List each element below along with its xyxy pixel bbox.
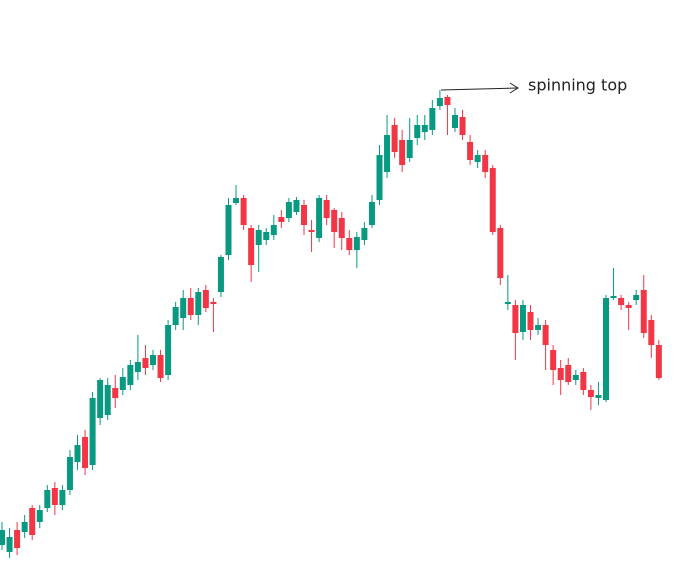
candle-body [308, 230, 315, 232]
candle-body [550, 350, 557, 370]
candle-body [497, 228, 504, 278]
candle-body [97, 380, 104, 418]
candle-body [51, 488, 58, 505]
candle-body [293, 200, 300, 212]
candle-body [36, 510, 43, 522]
candle-body [248, 228, 255, 265]
candle-body [406, 140, 413, 158]
candle-body [44, 490, 51, 508]
candle-body [452, 115, 458, 128]
candle-body [187, 298, 194, 315]
candle-body [618, 298, 625, 305]
candle-body [59, 490, 66, 505]
candle-body [74, 445, 81, 462]
candle-body [14, 530, 21, 548]
candle-body [580, 372, 587, 390]
annotation-arrowhead [509, 82, 519, 94]
candle-body [625, 305, 632, 308]
candle-body [565, 365, 572, 382]
candle-body [421, 125, 428, 132]
candle-body [270, 225, 277, 235]
candle-body [195, 292, 202, 315]
candle-body [0, 530, 5, 545]
candle-body [331, 210, 338, 232]
candle-body [278, 217, 285, 222]
candle-body [157, 355, 164, 378]
candle-body [648, 320, 655, 345]
candle-body [134, 362, 141, 372]
candle-body [542, 325, 549, 345]
candle-body [172, 307, 179, 325]
candle-body [436, 98, 443, 106]
candle-body [482, 155, 489, 172]
candle-body [21, 522, 28, 532]
candle-body [233, 198, 240, 203]
candle-body [519, 305, 526, 332]
candle-body [595, 395, 602, 398]
candle-body [104, 385, 111, 415]
candle-body [112, 388, 119, 398]
candle-body [610, 296, 617, 298]
candle-body [285, 202, 292, 218]
candle-body [301, 205, 307, 225]
candle-body [255, 230, 262, 245]
candle-body [640, 290, 647, 333]
candle-body [655, 345, 662, 378]
candle-body [353, 237, 360, 250]
candle-body [429, 108, 436, 130]
candle-body [474, 155, 481, 162]
annotation: spinning top [528, 76, 627, 95]
candle-body [414, 125, 421, 138]
candle-body [633, 295, 640, 300]
candle-body [316, 198, 323, 238]
candle-body [119, 377, 126, 390]
candle-body [527, 312, 534, 330]
candle-body [376, 155, 383, 200]
candle-body [323, 200, 330, 218]
candle-body [512, 305, 519, 333]
candle-body [572, 375, 579, 380]
candle-body [557, 368, 564, 380]
candle-body [368, 202, 375, 225]
candle-body [338, 218, 345, 238]
candle-body [361, 228, 368, 240]
candle-body [346, 238, 353, 250]
candle-body [165, 325, 172, 375]
candle-body [467, 142, 474, 160]
candle-body [535, 325, 542, 330]
candle-body [202, 290, 209, 308]
candle-body [240, 198, 247, 225]
candle-body [587, 390, 594, 397]
candle-body [82, 437, 89, 468]
candle-body [391, 125, 398, 152]
candle-body [504, 302, 511, 304]
candle-body [210, 302, 217, 304]
candle-body [459, 117, 466, 135]
candle-body [444, 97, 451, 105]
candle-body [180, 298, 187, 318]
candle-body [150, 355, 156, 365]
annotation-arrow [440, 87, 518, 91]
candle-body [6, 537, 13, 552]
candle-body [66, 457, 73, 490]
candle-body [384, 135, 391, 172]
candle-body [89, 398, 96, 465]
candle-body [399, 140, 406, 165]
candle-body [225, 205, 232, 255]
candle-body [217, 257, 224, 292]
candle-body [489, 168, 496, 232]
candle-body [127, 365, 134, 385]
candle-body [29, 508, 36, 535]
candle-body [142, 358, 149, 368]
candle-body [603, 298, 609, 400]
candle-body [263, 232, 270, 240]
